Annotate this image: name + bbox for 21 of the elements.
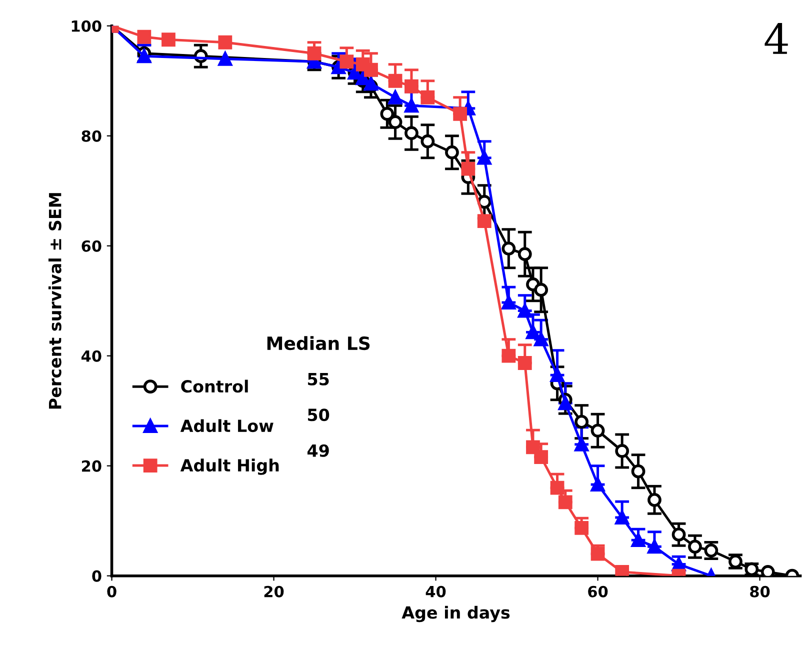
legend-label: Adult Low	[180, 419, 274, 432]
annotation: Median LS	[267, 336, 370, 350]
annotation: 50	[308, 408, 330, 422]
x-tick-label: 80	[750, 586, 770, 598]
annotation: 4	[764, 22, 788, 54]
legend-label: Control	[181, 380, 248, 393]
x-tick-label: 40	[426, 586, 446, 598]
y-tick-label: 60	[82, 240, 102, 252]
annotation: 55	[308, 373, 329, 386]
y-tick-label: 80	[82, 130, 102, 142]
y-axis-title: Percent survival ± SEM	[48, 193, 62, 409]
y-tick-label: 20	[82, 460, 102, 472]
x-axis-title: Age in days	[402, 606, 510, 622]
x-tick-label: 20	[264, 586, 284, 598]
y-tick-label: 0	[92, 570, 102, 582]
y-tick-label: 40	[81, 350, 102, 362]
legend-label: Adult High	[180, 458, 279, 475]
x-tick-label: 60	[588, 586, 608, 598]
x-tick-label: 0	[107, 586, 116, 598]
y-tick-label: 100	[72, 20, 102, 32]
annotation: 49	[307, 444, 329, 457]
